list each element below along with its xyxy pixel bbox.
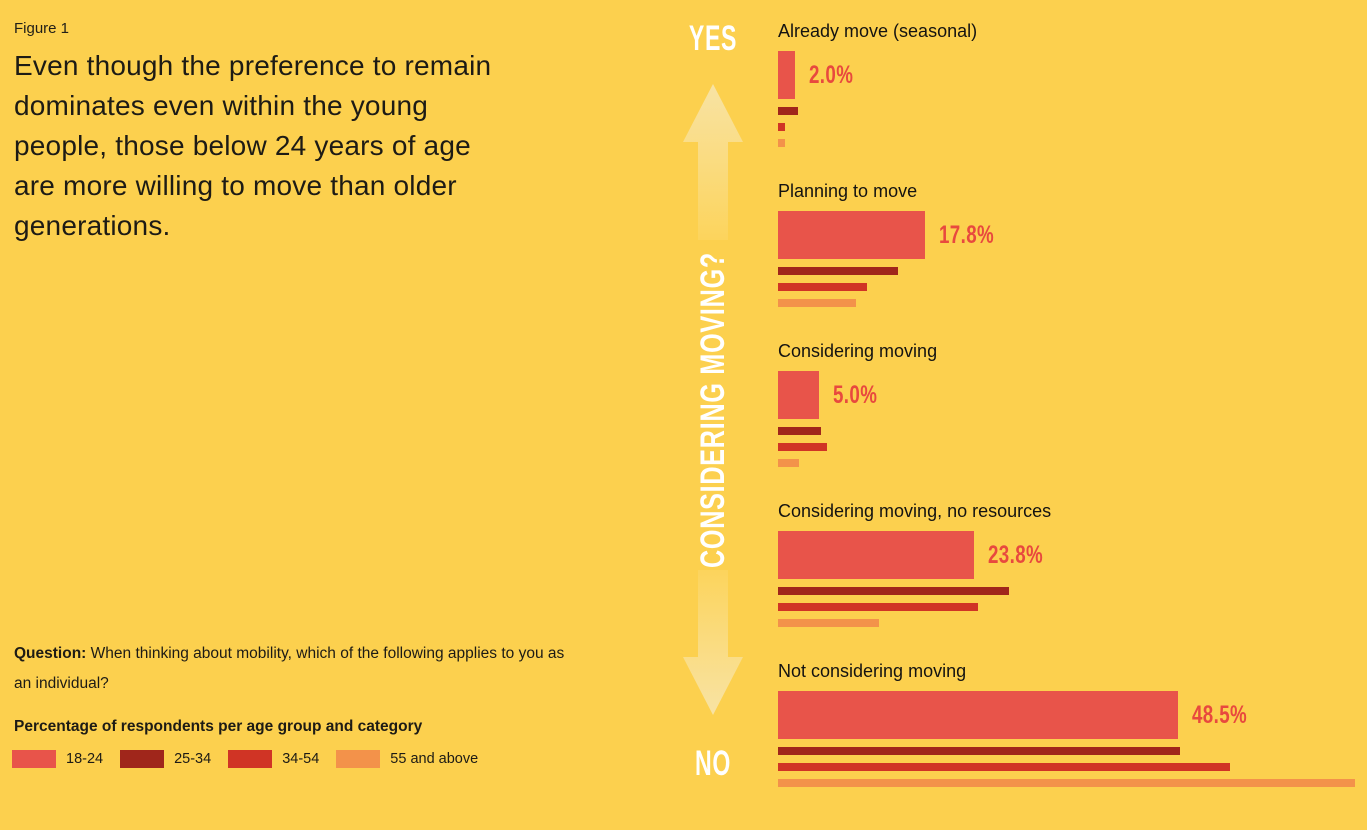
legend-swatch <box>120 750 165 768</box>
bar-value-label: 17.8% <box>938 220 994 249</box>
bar-row: 2.0% <box>778 51 1367 99</box>
headline: Even though the preference to remain dom… <box>14 50 492 241</box>
bar-34-54 <box>778 283 868 291</box>
bar-25-34 <box>778 107 798 115</box>
bar-55-and-above <box>778 619 879 627</box>
figure-label: Figure 1 <box>14 20 70 37</box>
bar-25-34 <box>778 747 1180 755</box>
legend-item: 18-24 <box>12 750 103 768</box>
bar-group: Considering moving 5.0% <box>778 340 1367 467</box>
legend-swatch <box>228 750 273 768</box>
question-prefix: Question: <box>14 645 87 662</box>
bar-group-label: Considering moving <box>778 341 938 361</box>
question-body: When thinking about mobility, which of t… <box>14 645 565 692</box>
legend-swatch <box>336 750 381 768</box>
bar-group-label: Not considering moving <box>778 661 967 681</box>
bar-row: 5.0% <box>778 371 1367 419</box>
bar-34-54 <box>778 763 1231 771</box>
bar-55-and-above <box>778 139 785 147</box>
arrow-down-icon <box>683 570 743 715</box>
bar-group: Planning to move 17.8% <box>778 180 1367 307</box>
bar-34-54 <box>778 603 978 611</box>
bar-34-54 <box>778 443 827 451</box>
bar-group-label: Already move (seasonal) <box>778 21 978 41</box>
bar-25-34 <box>778 427 821 435</box>
bar-value-label: 5.0% <box>833 380 878 409</box>
legend: 18-24 25-34 34-54 55 and above <box>12 750 495 768</box>
arrow-up-icon <box>683 84 743 240</box>
bar-group: Already move (seasonal) 2.0% <box>778 20 1367 147</box>
bar-55-and-above <box>778 779 1355 787</box>
bar-55-and-above <box>778 299 857 307</box>
legend-label: 55 and above <box>390 751 479 767</box>
bar-18-24 <box>778 691 1179 739</box>
legend-swatch <box>12 750 56 768</box>
question-text: Question: When thinking about mobility, … <box>14 639 574 699</box>
legend-label: 34-54 <box>282 751 320 767</box>
bar-34-54 <box>778 123 786 131</box>
bar-55-and-above <box>778 459 800 467</box>
legend-label: 18-24 <box>66 751 104 767</box>
bar-group: Considering moving, no resources 23.8% <box>778 500 1367 627</box>
bar-18-24 <box>778 371 820 419</box>
legend-item: 55 and above <box>336 750 478 768</box>
legend-item: 25-34 <box>120 750 211 768</box>
bar-value-label: 23.8% <box>988 540 1044 569</box>
bar-18-24 <box>778 211 925 259</box>
bar-25-34 <box>778 267 898 275</box>
bar-row: 17.8% <box>778 211 1367 259</box>
yes-label: YES <box>688 19 738 58</box>
bar-row: 48.5% <box>778 691 1367 739</box>
bar-row: 23.8% <box>778 531 1367 579</box>
left-column: Figure 1 Even though the preference to r… <box>14 20 574 246</box>
bar-group-label: Planning to move <box>778 181 918 201</box>
bar-25-34 <box>778 587 1009 595</box>
no-label: NO <box>695 744 731 783</box>
bar-group-label: Considering moving, no resources <box>778 501 1052 521</box>
bar-value-label: 2.0% <box>808 60 853 89</box>
bar-18-24 <box>778 51 795 99</box>
bar-value-label: 48.5% <box>1192 700 1248 729</box>
legend-label: 25-34 <box>174 751 212 767</box>
bar-18-24 <box>778 531 975 579</box>
legend-item: 34-54 <box>228 750 319 768</box>
legend-title: Percentage of respondents per age group … <box>14 718 423 735</box>
bar-group: Not considering moving 48.5% <box>778 660 1367 787</box>
